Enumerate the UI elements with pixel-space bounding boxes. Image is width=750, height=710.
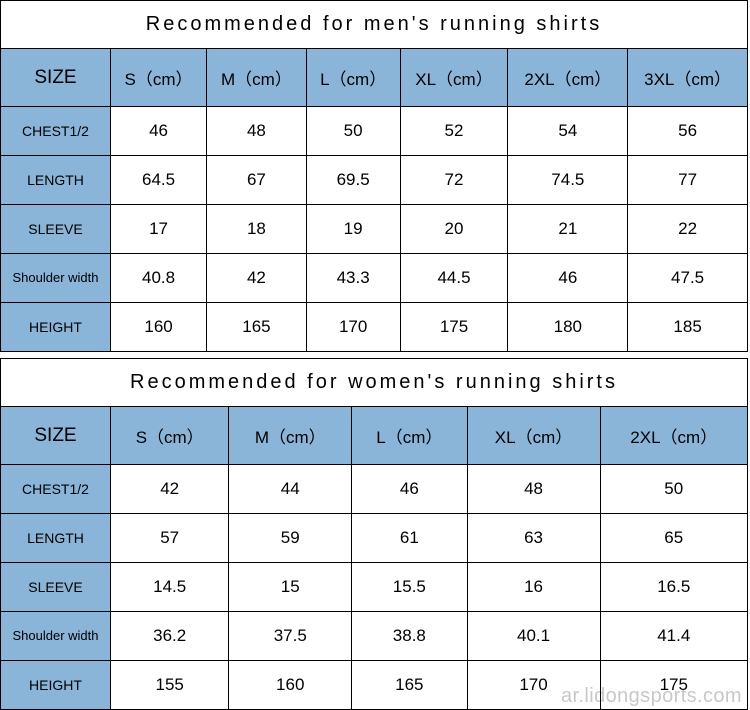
mens-cell: 42 xyxy=(207,254,307,303)
womens-row-label: HEIGHT xyxy=(1,661,111,710)
mens-col-l: L（cm） xyxy=(306,49,400,107)
mens-col-2xl: 2XL（cm） xyxy=(508,49,628,107)
womens-header-row: SIZE S（cm） M（cm） L（cm） XL（cm） 2XL（cm） xyxy=(1,407,748,465)
womens-cell: 65 xyxy=(600,514,748,563)
womens-cell: 42 xyxy=(111,465,229,514)
womens-cell: 175 xyxy=(600,661,748,710)
mens-cell: 160 xyxy=(111,303,207,352)
womens-cell: 36.2 xyxy=(111,612,229,661)
mens-cell: 40.8 xyxy=(111,254,207,303)
womens-cell: 59 xyxy=(229,514,352,563)
mens-row-label: Shoulder width xyxy=(1,254,111,303)
mens-cell: 20 xyxy=(400,205,508,254)
table-row: LENGTH64.56769.57274.577 xyxy=(1,156,748,205)
mens-col-s: S（cm） xyxy=(111,49,207,107)
mens-cell: 64.5 xyxy=(111,156,207,205)
mens-col-xl: XL（cm） xyxy=(400,49,508,107)
womens-table-body: CHEST1/24244464850LENGTH5759616365SLEEVE… xyxy=(1,465,748,710)
mens-cell: 52 xyxy=(400,107,508,156)
table-row: Shoulder width36.237.538.840.141.4 xyxy=(1,612,748,661)
mens-cell: 22 xyxy=(628,205,748,254)
mens-header-row: SIZE S（cm） M（cm） L（cm） XL（cm） 2XL（cm） 3X… xyxy=(1,49,748,107)
table-row: LENGTH5759616365 xyxy=(1,514,748,563)
womens-cell: 41.4 xyxy=(600,612,748,661)
table-row: HEIGHT160165170175180185 xyxy=(1,303,748,352)
table-row: CHEST1/2464850525456 xyxy=(1,107,748,156)
mens-cell: 46 xyxy=(111,107,207,156)
mens-col-size: SIZE xyxy=(1,49,111,107)
mens-cell: 56 xyxy=(628,107,748,156)
mens-row-label: CHEST1/2 xyxy=(1,107,111,156)
mens-cell: 165 xyxy=(207,303,307,352)
mens-cell: 77 xyxy=(628,156,748,205)
womens-row-label: CHEST1/2 xyxy=(1,465,111,514)
womens-cell: 165 xyxy=(352,661,467,710)
womens-cell: 37.5 xyxy=(229,612,352,661)
mens-table-title: Recommended for men's running shirts xyxy=(1,1,748,49)
table-row: SLEEVE171819202122 xyxy=(1,205,748,254)
womens-cell: 50 xyxy=(600,465,748,514)
mens-col-m: M（cm） xyxy=(207,49,307,107)
womens-col-xl: XL（cm） xyxy=(467,407,600,465)
womens-col-s: S（cm） xyxy=(111,407,229,465)
mens-row-label: LENGTH xyxy=(1,156,111,205)
womens-row-label: LENGTH xyxy=(1,514,111,563)
mens-cell: 18 xyxy=(207,205,307,254)
mens-cell: 72 xyxy=(400,156,508,205)
womens-row-label: Shoulder width xyxy=(1,612,111,661)
womens-cell: 155 xyxy=(111,661,229,710)
womens-cell: 160 xyxy=(229,661,352,710)
mens-cell: 69.5 xyxy=(306,156,400,205)
table-row: Shoulder width40.84243.344.54647.5 xyxy=(1,254,748,303)
mens-cell: 67 xyxy=(207,156,307,205)
mens-size-table: Recommended for men's running shirts SIZ… xyxy=(0,0,748,352)
womens-cell: 44 xyxy=(229,465,352,514)
womens-cell: 48 xyxy=(467,465,600,514)
womens-col-2xl: 2XL（cm） xyxy=(600,407,748,465)
womens-cell: 63 xyxy=(467,514,600,563)
mens-table-body: CHEST1/2464850525456LENGTH64.56769.57274… xyxy=(1,107,748,352)
womens-cell: 57 xyxy=(111,514,229,563)
womens-cell: 14.5 xyxy=(111,563,229,612)
mens-cell: 44.5 xyxy=(400,254,508,303)
table-row: SLEEVE14.51515.51616.5 xyxy=(1,563,748,612)
womens-cell: 61 xyxy=(352,514,467,563)
mens-row-label: SLEEVE xyxy=(1,205,111,254)
womens-col-m: M（cm） xyxy=(229,407,352,465)
mens-cell: 54 xyxy=(508,107,628,156)
mens-col-3xl: 3XL（cm） xyxy=(628,49,748,107)
mens-cell: 19 xyxy=(306,205,400,254)
mens-cell: 47.5 xyxy=(628,254,748,303)
mens-cell: 180 xyxy=(508,303,628,352)
womens-cell: 15 xyxy=(229,563,352,612)
mens-cell: 74.5 xyxy=(508,156,628,205)
mens-cell: 170 xyxy=(306,303,400,352)
mens-cell: 46 xyxy=(508,254,628,303)
womens-col-size: SIZE xyxy=(1,407,111,465)
womens-cell: 46 xyxy=(352,465,467,514)
womens-cell: 15.5 xyxy=(352,563,467,612)
mens-cell: 48 xyxy=(207,107,307,156)
womens-col-l: L（cm） xyxy=(352,407,467,465)
womens-cell: 16.5 xyxy=(600,563,748,612)
mens-cell: 50 xyxy=(306,107,400,156)
womens-cell: 16 xyxy=(467,563,600,612)
womens-cell: 40.1 xyxy=(467,612,600,661)
mens-cell: 43.3 xyxy=(306,254,400,303)
womens-row-label: SLEEVE xyxy=(1,563,111,612)
mens-cell: 175 xyxy=(400,303,508,352)
mens-cell: 21 xyxy=(508,205,628,254)
womens-table-title: Recommended for women's running shirts xyxy=(1,359,748,407)
mens-cell: 185 xyxy=(628,303,748,352)
table-row: HEIGHT155160165170175 xyxy=(1,661,748,710)
womens-cell: 38.8 xyxy=(352,612,467,661)
womens-size-table: Recommended for women's running shirts S… xyxy=(0,358,748,710)
table-row: CHEST1/24244464850 xyxy=(1,465,748,514)
womens-cell: 170 xyxy=(467,661,600,710)
mens-row-label: HEIGHT xyxy=(1,303,111,352)
mens-cell: 17 xyxy=(111,205,207,254)
